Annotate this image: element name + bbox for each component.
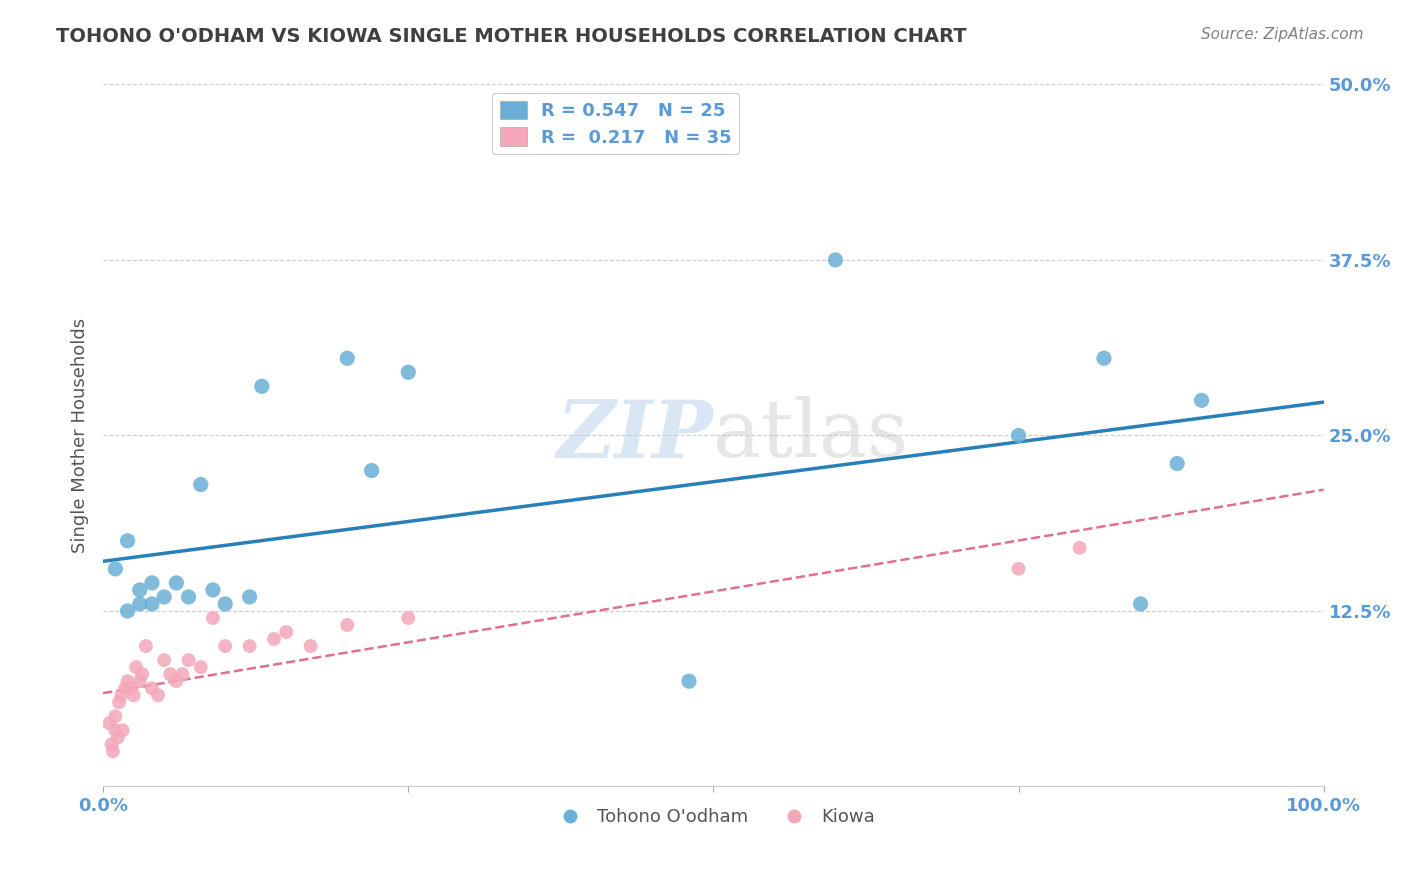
Point [135, 639, 157, 653]
Point [104, 562, 127, 576]
Point [108, 695, 131, 709]
Point [110, 688, 132, 702]
Point [214, 597, 236, 611]
Point [111, 723, 134, 738]
Point [1007, 562, 1029, 576]
Y-axis label: Single Mother Households: Single Mother Households [72, 318, 89, 553]
Text: TOHONO O'ODHAM VS KIOWA SINGLE MOTHER HOUSEHOLDS CORRELATION CHART: TOHONO O'ODHAM VS KIOWA SINGLE MOTHER HO… [56, 27, 967, 45]
Point [239, 590, 262, 604]
Point [201, 611, 224, 625]
Point [190, 477, 212, 491]
Legend: Tohono O'odham, Kiowa: Tohono O'odham, Kiowa [546, 801, 882, 834]
Point [131, 667, 153, 681]
Point [172, 667, 194, 681]
Point [250, 379, 273, 393]
Point [104, 709, 127, 723]
Point [153, 653, 176, 667]
Point [396, 611, 419, 625]
Point [165, 674, 187, 689]
Point [107, 731, 129, 745]
Point [1129, 597, 1152, 611]
Point [1007, 428, 1029, 442]
Point [117, 533, 139, 548]
Point [360, 464, 382, 478]
Point [824, 252, 846, 267]
Point [165, 575, 187, 590]
Point [141, 597, 163, 611]
Point [128, 674, 150, 689]
Point [1092, 351, 1115, 366]
Point [1166, 457, 1188, 471]
Point [159, 667, 181, 681]
Point [146, 688, 169, 702]
Point [153, 590, 176, 604]
Point [141, 681, 163, 696]
Point [678, 674, 700, 689]
Point [128, 582, 150, 597]
Point [201, 582, 224, 597]
Point [100, 737, 122, 751]
Text: ZIP: ZIP [557, 397, 713, 475]
Point [104, 723, 127, 738]
Point [117, 604, 139, 618]
Point [114, 681, 136, 696]
Point [118, 681, 141, 696]
Text: Source: ZipAtlas.com: Source: ZipAtlas.com [1201, 27, 1364, 42]
Point [1069, 541, 1091, 555]
Point [263, 632, 285, 646]
Point [122, 688, 145, 702]
Point [141, 575, 163, 590]
Point [117, 674, 139, 689]
Text: atlas: atlas [713, 396, 908, 475]
Point [396, 365, 419, 379]
Point [177, 590, 200, 604]
Point [177, 653, 200, 667]
Point [101, 744, 124, 758]
Point [190, 660, 212, 674]
Point [214, 639, 236, 653]
Point [336, 618, 359, 632]
Point [125, 660, 148, 674]
Point [1191, 393, 1213, 408]
Point [276, 625, 298, 640]
Point [98, 716, 121, 731]
Point [336, 351, 359, 366]
Point [239, 639, 262, 653]
Point [299, 639, 322, 653]
Point [128, 597, 150, 611]
